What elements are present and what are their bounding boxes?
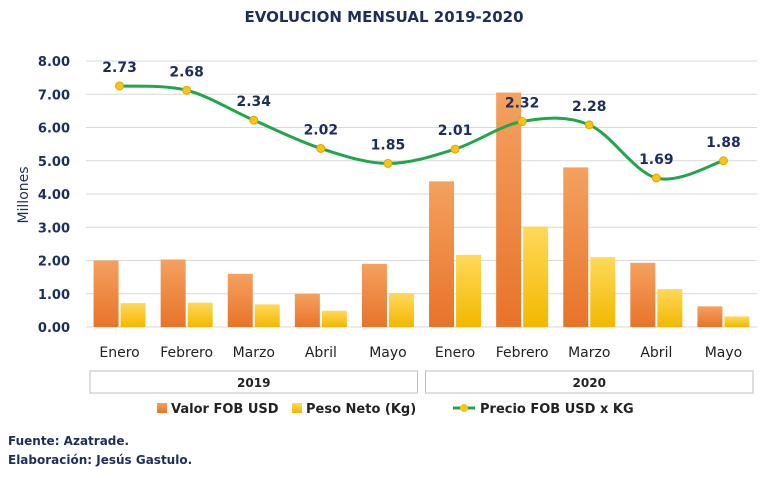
price-data-label: 2.01 xyxy=(438,123,473,139)
price-data-label: 2.02 xyxy=(304,122,339,138)
price-point xyxy=(115,81,125,91)
x-tick-label: Enero xyxy=(99,345,139,361)
price-data-label: 2.34 xyxy=(236,94,271,110)
x-tick-labels: Enero Febrero Marzo Abril Mayo Enero Febrero Ma… xyxy=(99,345,742,361)
legend-marker xyxy=(460,404,468,412)
bar-peso-neto xyxy=(523,226,549,327)
price-point xyxy=(249,115,259,125)
legend-label: Peso Neto (Kg) xyxy=(306,402,416,417)
bar-peso-neto xyxy=(456,254,482,327)
y-tick-label: 2.00 xyxy=(38,255,70,270)
bar-peso-neto xyxy=(321,310,347,327)
price-point xyxy=(584,120,594,130)
y-tick-label: 0.00 xyxy=(38,321,70,336)
price-data-label: 2.32 xyxy=(505,96,540,112)
price-data-label: 2.68 xyxy=(169,64,204,80)
y-axis-label: Millones xyxy=(16,166,32,223)
y-tick-labels: 0.00 1.00 2.00 3.00 4.00 5.00 6.00 7.00 8.00 xyxy=(38,55,70,336)
price-point xyxy=(316,143,326,153)
bar-valor-fob xyxy=(496,92,522,328)
x-tick-label: Enero xyxy=(435,345,475,361)
y-tick-label: 3.00 xyxy=(38,221,70,236)
legend-swatch xyxy=(157,403,167,413)
bar-peso-neto xyxy=(724,316,750,327)
bar-peso-neto xyxy=(120,303,146,327)
price-line: 2.73 2.68 2.34 2.02 1.85 2.01 2.32 2.28 1.69 1.88 xyxy=(102,60,741,183)
grid xyxy=(86,60,757,328)
bar-valor-fob xyxy=(93,260,119,327)
y-tick-label: 4.00 xyxy=(38,188,70,203)
price-point xyxy=(450,144,460,154)
bar-valor-fob xyxy=(227,273,253,327)
y-tick-label: 7.00 xyxy=(38,88,70,103)
bar-valor-fob xyxy=(697,306,723,327)
bar-peso-neto xyxy=(657,289,683,327)
x-tick-label: Febrero xyxy=(160,345,213,361)
x-tick-label: Abril xyxy=(305,345,337,361)
bar-valor-fob xyxy=(429,181,455,327)
price-data-label: 1.85 xyxy=(371,137,406,153)
y-tick-label: 8.00 xyxy=(38,55,70,70)
x-tick-label: Abril xyxy=(640,345,672,361)
bar-valor-fob xyxy=(160,259,186,327)
price-point xyxy=(383,158,393,168)
bar-peso-neto xyxy=(388,293,414,327)
footnotes: Fuente: Azatrade. Elaboración: Jesús Gas… xyxy=(8,432,192,470)
price-data-label: 2.73 xyxy=(102,60,137,76)
year-group-box xyxy=(425,370,754,394)
bar-peso-neto xyxy=(187,302,213,327)
price-data-label: 1.88 xyxy=(706,135,741,151)
bar-valor-fob xyxy=(563,167,589,327)
bar-valor-fob xyxy=(361,263,387,327)
author-note: Elaboración: Jesús Gastulo. xyxy=(8,453,193,467)
legend-swatch xyxy=(292,403,302,413)
bar-peso-neto xyxy=(590,257,616,327)
price-line-path xyxy=(119,84,724,181)
legend: Valor FOB USD Peso Neto (Kg) Precio FOB US… xyxy=(157,402,634,417)
source-note: Fuente: Azatrade. xyxy=(8,434,130,448)
x-tick-label: Mayo xyxy=(705,345,743,361)
y-tick-label: 1.00 xyxy=(38,288,70,303)
price-data-label: 2.28 xyxy=(572,99,607,115)
year-group-label: 2020 xyxy=(573,376,606,390)
x-tick-label: Mayo xyxy=(369,345,407,361)
price-point xyxy=(517,117,527,127)
bar-peso-neto xyxy=(254,304,280,327)
bars xyxy=(93,92,750,328)
x-tick-label: Marzo xyxy=(233,345,275,361)
price-data-label: 1.69 xyxy=(639,152,674,168)
y-tick-label: 5.00 xyxy=(38,155,70,170)
bar-valor-fob xyxy=(294,293,320,327)
y-tick-label: 6.00 xyxy=(38,122,70,137)
legend-label: Valor FOB USD xyxy=(171,402,279,417)
legend-label: Precio FOB USD x KG xyxy=(480,402,634,417)
year-group-label: 2019 xyxy=(237,376,270,390)
x-tick-label: Marzo xyxy=(568,345,610,361)
price-point xyxy=(182,85,192,95)
price-point xyxy=(651,173,661,183)
year-group-box xyxy=(89,370,418,394)
chart-title: EVOLUCION MENSUAL 2019-2020 xyxy=(244,8,523,26)
year-groups: 2019 2020 xyxy=(89,370,754,394)
x-tick-label: Febrero xyxy=(496,345,549,361)
bar-valor-fob xyxy=(630,262,656,327)
price-point xyxy=(718,156,728,166)
